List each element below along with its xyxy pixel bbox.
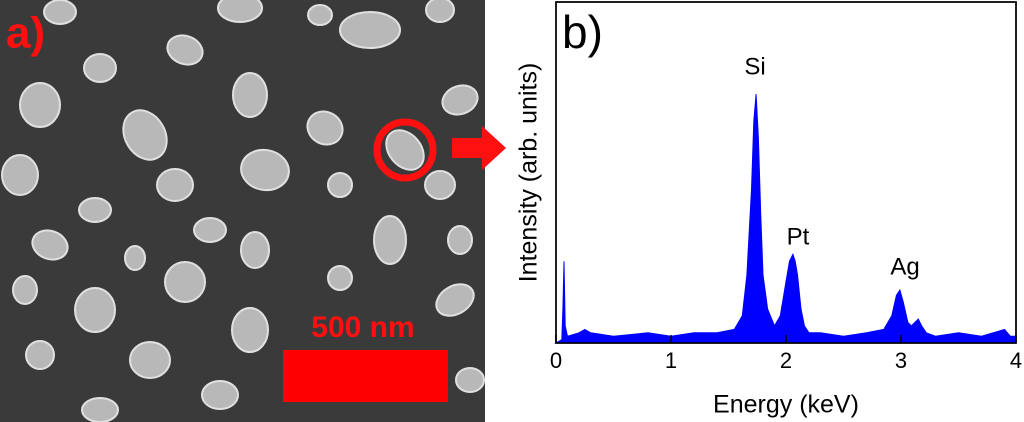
particle xyxy=(306,110,344,146)
particle xyxy=(78,197,112,223)
particle xyxy=(74,287,116,333)
scale-bar-label: 500 nm xyxy=(311,311,414,344)
spectrum xyxy=(554,94,1017,344)
highlight-circle xyxy=(373,118,437,182)
particle xyxy=(307,4,333,26)
particle xyxy=(122,109,168,161)
x-axis-label: Energy (keV) xyxy=(713,391,859,419)
panel-label: b) xyxy=(562,6,603,58)
particle xyxy=(441,84,479,116)
particle xyxy=(129,341,171,379)
x-tick-label: 2 xyxy=(780,348,792,373)
particle xyxy=(193,217,227,243)
particle xyxy=(327,265,353,291)
particle xyxy=(25,340,55,370)
particle xyxy=(124,245,146,271)
particle xyxy=(166,34,204,66)
particle xyxy=(240,231,270,269)
peak-label: Pt xyxy=(787,223,810,250)
particle xyxy=(339,11,401,49)
particle xyxy=(232,72,268,118)
y-axis-label: Intensity (arb. units) xyxy=(515,63,543,283)
particle xyxy=(81,397,119,422)
particle xyxy=(164,261,206,303)
particle xyxy=(43,0,77,25)
particle xyxy=(1,154,39,196)
panel-label: a) xyxy=(6,9,45,58)
particle xyxy=(31,229,69,261)
peak-label: Si xyxy=(744,53,765,80)
particle xyxy=(217,0,263,23)
particle xyxy=(447,225,473,255)
particle xyxy=(425,0,455,23)
particle xyxy=(240,148,290,192)
arrow xyxy=(452,126,506,170)
particle xyxy=(156,168,194,202)
particle xyxy=(12,275,38,305)
particle xyxy=(231,307,269,353)
particle xyxy=(83,53,117,83)
scale-bar xyxy=(283,350,448,402)
particle xyxy=(455,367,485,393)
particle xyxy=(327,172,353,198)
particle xyxy=(373,215,407,265)
x-tick-label: 1 xyxy=(665,348,677,373)
x-tick-label: 3 xyxy=(895,348,907,373)
particle xyxy=(201,380,239,410)
particle xyxy=(385,129,425,171)
peak-label: Ag xyxy=(890,253,919,280)
x-tick-label: 4 xyxy=(1010,348,1022,373)
x-tick-label: 0 xyxy=(550,348,562,373)
particle xyxy=(435,283,475,317)
sem-image xyxy=(0,0,485,422)
particle xyxy=(19,82,61,128)
particle xyxy=(424,170,456,200)
